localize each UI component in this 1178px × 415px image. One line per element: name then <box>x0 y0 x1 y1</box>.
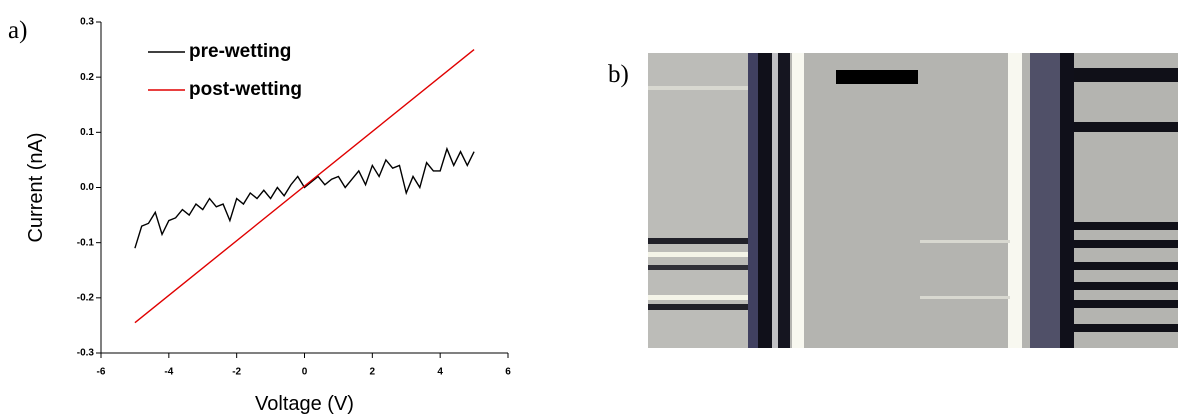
y-axis-label: Current (nA) <box>25 132 47 242</box>
data-line <box>134 146 475 249</box>
y-tick-label: 0.1 <box>80 127 94 138</box>
y-tick-label: 0.3 <box>80 17 94 28</box>
x-tick-label: 0 <box>302 367 308 378</box>
x-tick-label: -2 <box>232 367 241 378</box>
legend-label: pre-wetting <box>189 41 291 62</box>
x-tick-label: -6 <box>97 367 106 378</box>
data-line <box>134 49 475 324</box>
y-tick-label: -0.1 <box>77 237 95 248</box>
x-tick-label: 2 <box>370 367 376 378</box>
y-tick-label: -0.2 <box>77 292 95 303</box>
y-tick-label: 0.0 <box>80 182 94 193</box>
micrograph <box>648 53 1178 348</box>
x-tick-label: 4 <box>437 367 443 378</box>
legend-label: post-wetting <box>189 79 302 100</box>
x-tick-label: -4 <box>164 367 173 378</box>
y-tick-label: -0.3 <box>77 348 95 359</box>
x-tick-label: 6 <box>505 367 511 378</box>
x-axis-label: Voltage (V) <box>255 393 354 415</box>
y-tick-label: 0.2 <box>80 72 94 83</box>
panel-label: a) <box>8 17 27 44</box>
panel-label: b) <box>608 61 629 88</box>
